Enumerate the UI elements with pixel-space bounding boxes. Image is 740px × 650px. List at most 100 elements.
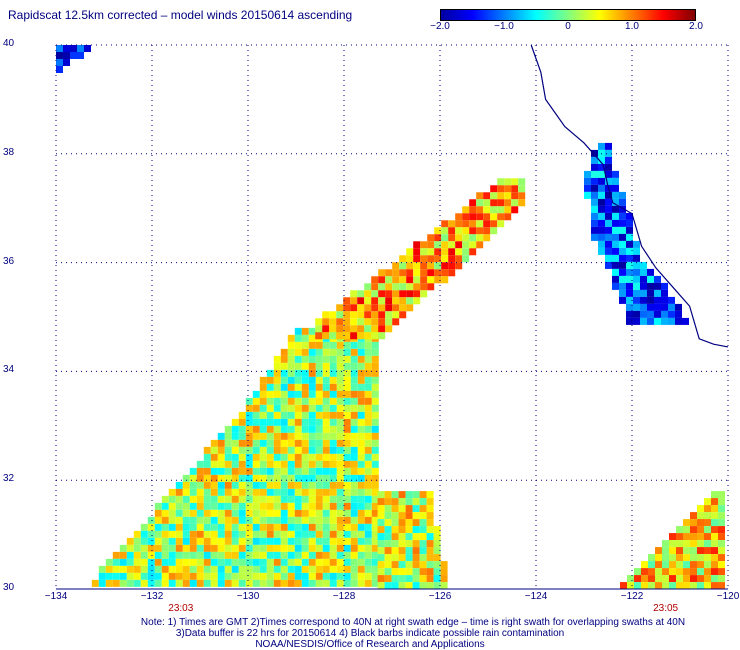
wind-cell <box>371 558 379 566</box>
wind-cell <box>203 460 211 468</box>
wind-cell <box>329 460 337 468</box>
wind-cell <box>343 467 351 475</box>
wind-cell <box>329 453 337 461</box>
wind-cell <box>336 488 344 496</box>
wind-cell <box>426 519 434 527</box>
wind-cell <box>406 269 414 277</box>
wind-cell <box>357 297 365 305</box>
wind-cell <box>626 219 633 227</box>
wind-cell <box>336 551 344 559</box>
wind-cell <box>406 276 414 284</box>
wind-cell <box>357 362 365 370</box>
wind-cell <box>273 509 281 517</box>
wind-cell <box>294 474 302 482</box>
wind-cell <box>619 275 626 283</box>
wind-cell <box>377 575 385 583</box>
wind-cell <box>266 495 274 503</box>
wind-cell <box>273 474 281 482</box>
wind-cell <box>483 227 491 235</box>
wind-cell <box>238 565 246 573</box>
wind-cell <box>98 572 106 580</box>
wind-cell <box>168 495 176 503</box>
wind-cell <box>350 355 358 363</box>
wind-cell <box>301 439 309 447</box>
wind-cell <box>584 191 591 199</box>
wind-cell <box>343 460 351 468</box>
wind-cell <box>626 289 633 297</box>
wind-cell <box>605 177 612 185</box>
wind-cell <box>426 554 434 562</box>
wind-cell <box>287 565 295 573</box>
wind-cell <box>126 565 134 573</box>
wind-cell <box>591 163 598 171</box>
wind-cell <box>640 317 647 325</box>
wind-cell <box>329 411 337 419</box>
wind-cell <box>217 453 225 461</box>
wind-cell <box>322 390 330 398</box>
wind-cell <box>371 516 379 524</box>
wind-cell <box>357 446 365 454</box>
wind-cell <box>322 502 330 510</box>
wind-cell <box>384 561 392 569</box>
wind-cell <box>448 234 456 242</box>
wind-cell <box>392 269 400 277</box>
wind-cell <box>662 554 669 562</box>
wind-cell <box>704 575 711 583</box>
wind-cell <box>350 369 358 377</box>
wind-cell <box>441 269 449 277</box>
wind-cell <box>329 362 337 370</box>
wind-cell <box>252 509 260 517</box>
wind-cell <box>364 390 372 398</box>
wind-cell <box>357 572 365 580</box>
wind-cell <box>266 558 274 566</box>
wind-cell <box>357 523 365 531</box>
wind-cell <box>336 460 344 468</box>
wind-cell <box>245 530 253 538</box>
wind-cell <box>329 439 337 447</box>
wind-cell <box>718 491 725 499</box>
wind-cell <box>433 547 441 555</box>
wind-cell <box>350 516 358 524</box>
wind-cell <box>399 311 407 319</box>
wind-cell <box>412 561 420 569</box>
wind-cell <box>175 481 183 489</box>
wind-cell <box>364 290 372 298</box>
wind-cell <box>420 262 428 270</box>
wind-cell <box>384 568 392 576</box>
wind-cell <box>497 206 505 214</box>
wind-cell <box>203 523 211 531</box>
wind-cell <box>711 505 718 513</box>
wind-cell <box>231 488 239 496</box>
wind-cell <box>419 498 427 506</box>
wind-cell <box>371 502 379 510</box>
wind-cell <box>336 404 344 412</box>
wind-cell <box>398 561 406 569</box>
wind-cell <box>245 453 253 461</box>
wind-cell <box>434 248 442 256</box>
wind-cell <box>434 262 442 270</box>
wind-cell <box>252 439 260 447</box>
wind-cell <box>364 551 372 559</box>
wind-cell <box>252 579 260 587</box>
wind-cell <box>669 568 676 576</box>
wind-cell <box>371 383 379 391</box>
wind-cell <box>647 303 654 311</box>
wind-cell <box>224 439 232 447</box>
wind-cell <box>203 509 211 517</box>
wind-cell <box>315 362 323 370</box>
wind-cell <box>287 425 295 433</box>
wind-cell <box>266 369 274 377</box>
wind-cell <box>217 537 225 545</box>
wind-cell <box>308 544 316 552</box>
wind-cell <box>343 579 351 587</box>
wind-cell <box>350 523 358 531</box>
wind-cell <box>661 317 668 325</box>
wind-cell <box>399 262 407 270</box>
wind-cell <box>412 575 420 583</box>
wind-cell <box>350 502 358 510</box>
wind-cell <box>683 526 690 534</box>
wind-cell <box>433 540 441 548</box>
wind-cell <box>315 551 323 559</box>
wind-cell <box>357 565 365 573</box>
wind-cell <box>322 397 330 405</box>
